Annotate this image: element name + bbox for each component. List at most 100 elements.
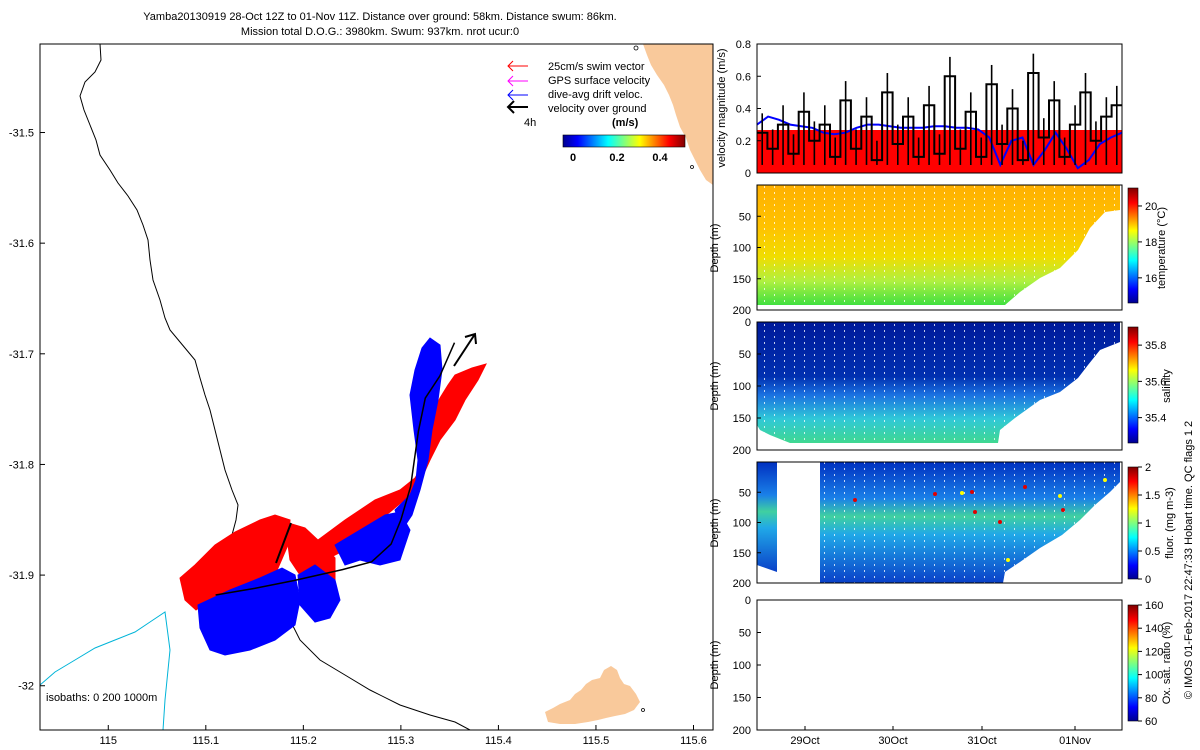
- drift-vectors: [197, 337, 443, 656]
- header-line-1: Yamba20130919 28-Oct 12Z to 01-Nov 11Z. …: [143, 11, 616, 23]
- salinity-data-dots: [757, 322, 1120, 443]
- colorbar-title: (m/s): [612, 117, 639, 129]
- colorbar-tick-label: 2: [1145, 462, 1151, 474]
- salinity-y-ticks: 0 50 100 150 200: [733, 317, 761, 457]
- colorbar-tick-label: 0.5: [1145, 546, 1160, 558]
- velocity-series-group: [757, 53, 1122, 170]
- oxygen-frame: [756, 599, 1123, 731]
- fluorescence-y-ticks: 50 100 150 200: [733, 487, 761, 590]
- colorbar-tick-label: 120: [1145, 646, 1163, 658]
- temperature-y-label: Depth (m): [709, 224, 721, 273]
- depth-y-tick-label: 50: [739, 628, 751, 640]
- depth-y-tick-label: 150: [733, 413, 751, 425]
- velocity-y-tick-label: 0: [745, 168, 751, 180]
- map-x-tick-label: 115.1: [192, 735, 219, 747]
- map-y-tick-label: -31.5: [9, 128, 34, 140]
- depth-y-tick-label: 100: [733, 660, 751, 672]
- temperature-colorbar-label: temperature (°C): [1156, 207, 1168, 289]
- rock-islet: [690, 165, 694, 169]
- velocity-series-drift-line: [757, 115, 1122, 170]
- depth-y-tick-label: 50: [739, 487, 751, 499]
- map-x-ticks: 115 115.1 115.2 115.3 115.4 115.5 115.6: [100, 725, 707, 747]
- oxygen-colorbar: [1127, 604, 1139, 722]
- fluorescence-data-dots: [820, 462, 1120, 583]
- rock-islet: [633, 45, 639, 51]
- depth-y-tick-label: 50: [739, 349, 751, 361]
- map-x-tick-label: 115: [100, 735, 118, 747]
- map-y-tick-label: -32: [18, 681, 34, 693]
- legend-label: GPS surface velocity: [548, 75, 651, 87]
- fluorescence-panel: 50 100 150 200 Depth (m) 0 0.5 1 1.5 2 fluor. (…: [709, 461, 1176, 590]
- isobaths-note: isobaths: 0 200 1000m: [46, 692, 157, 704]
- colorbar-tick-label: 35.6: [1145, 376, 1166, 388]
- oxygen-y-ticks: 0 50 100 150 200: [733, 595, 761, 737]
- depth-y-tick-label: 0: [745, 317, 751, 329]
- map-x-tick-label: 115.6: [680, 735, 707, 747]
- fluorescence-colorbar-ticks: 0 0.5 1 1.5 2: [1138, 462, 1160, 586]
- rock-islet: [641, 708, 645, 712]
- depth-y-tick-label: 200: [733, 578, 751, 590]
- temperature-y-ticks: 50 100 150 200: [733, 211, 761, 317]
- legend-label: 25cm/s swim vector: [548, 61, 645, 73]
- depth-y-tick-label: 50: [739, 211, 751, 223]
- colorbar-tick-label: 60: [1145, 716, 1157, 728]
- map-panel: 25cm/s swim vector GPS surface velocity …: [9, 43, 714, 747]
- header-line-2: Mission total D.O.G.: 3980km. Swum: 937k…: [241, 26, 519, 38]
- colorbar-tick-label: 0: [1145, 574, 1151, 586]
- time-x-tick-label: 29Oct: [790, 735, 819, 747]
- velocity-y-tick-label: 0.4: [736, 104, 751, 116]
- island-land: [545, 666, 640, 724]
- depth-y-tick-label: 200: [733, 725, 751, 737]
- colorbar-tick-label: 80: [1145, 693, 1157, 705]
- oxygen-colorbar-ticks: 60 80 100 120 140 160: [1138, 600, 1163, 728]
- oxygen-panel: 0 50 100 150 200 29Oct 30Oct 31Oct 01Nov Depth …: [709, 595, 1173, 747]
- fluorescence-colorbar: [1127, 466, 1139, 580]
- velocity-y-tick-label: 0.2: [736, 136, 751, 148]
- time-x-tick-label: 31Oct: [967, 735, 996, 747]
- swim-vectors: [179, 363, 487, 611]
- colorbar-tick-label: 18: [1145, 237, 1157, 249]
- map-y-tick-label: -31.6: [9, 238, 34, 250]
- map-x-tick-label: 115.4: [485, 735, 512, 747]
- map-y-tick-label: -31.7: [9, 349, 34, 361]
- map-legend: 25cm/s swim vector GPS surface velocity …: [506, 60, 686, 164]
- map-x-tick-label: 115.2: [290, 735, 317, 747]
- fluorescence-colorbar-label: fluor. (mg m-3): [1164, 487, 1176, 559]
- velocity-y-tick-label: 0.8: [736, 39, 751, 51]
- depth-y-tick-label: 0: [745, 595, 751, 607]
- legend-label: velocity over ground: [548, 103, 646, 115]
- colorbar-tick-label: 20: [1145, 201, 1157, 213]
- legend-over-ground: velocity over ground: [506, 100, 646, 115]
- depth-y-tick-label: 200: [733, 445, 751, 457]
- velocity-y-ticks: 0 0.2 0.4 0.6 0.8: [736, 39, 761, 180]
- salinity-colorbar-ticks: 35.4 35.6 35.8: [1138, 340, 1166, 425]
- copyright-note: © IMOS 01-Feb-2017 22:47:33 Hobart time.…: [1183, 421, 1195, 699]
- colorbar-tick-label: 100: [1145, 670, 1163, 682]
- depth-y-tick-label: 150: [733, 274, 751, 286]
- legend-swim-vector: 25cm/s swim vector: [507, 60, 645, 73]
- track-over-ground: [215, 342, 456, 596]
- oxygen-colorbar-label: Ox. sat. ratio (%): [1161, 622, 1173, 705]
- time-x-tick-label: 01Nov: [1059, 735, 1091, 747]
- temperature-data-dots: [757, 185, 1120, 305]
- depth-y-tick-label: 200: [733, 305, 751, 317]
- colorbar-tick-label: 16: [1145, 273, 1157, 285]
- time-x-tick-label: 30Oct: [878, 735, 907, 747]
- velocity-y-label: velocity magnitude (m/s): [716, 48, 728, 167]
- colorbar-tick-label: 35.8: [1145, 340, 1166, 352]
- salinity-colorbar-label: salinity: [1161, 369, 1173, 403]
- colorbar-tick: 0.4: [652, 152, 668, 164]
- map-x-tick-label: 115.5: [583, 735, 610, 747]
- map-y-tick-label: -31.8: [9, 459, 34, 471]
- fluorescence-y-label: Depth (m): [709, 499, 721, 548]
- isobath-1000m: [40, 611, 171, 730]
- fluorescence-flag-markers: [853, 478, 1107, 562]
- track-arrows: [275, 332, 477, 564]
- legend-label: dive-avg drift veloc.: [548, 89, 643, 101]
- legend-drift: dive-avg drift veloc.: [507, 89, 643, 101]
- colorbar-tick: 0: [570, 152, 576, 164]
- depth-y-tick-label: 100: [733, 518, 751, 530]
- depth-y-tick-label: 100: [733, 381, 751, 393]
- time-marker-label: 4h: [524, 117, 536, 129]
- colorbar-tick-label: 140: [1145, 623, 1163, 635]
